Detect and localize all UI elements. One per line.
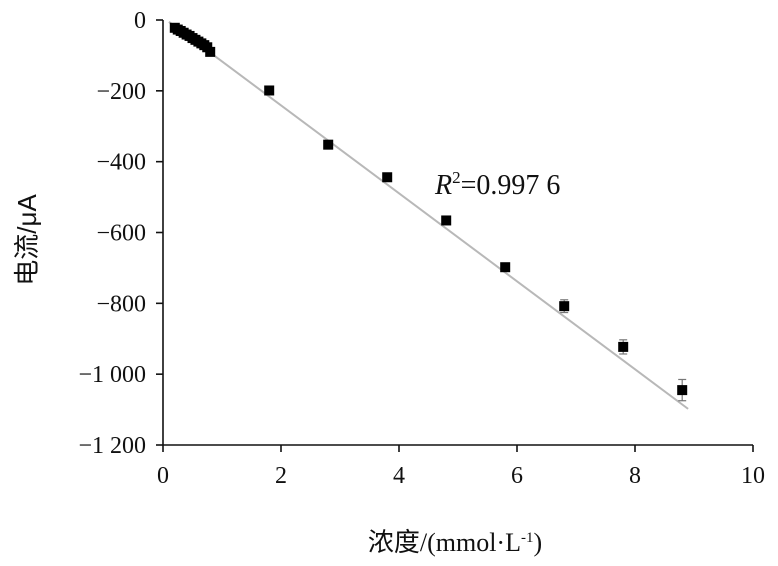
x-tick-label: 0 xyxy=(157,463,169,489)
x-tick-label: 4 xyxy=(393,463,405,489)
data-point xyxy=(264,85,275,96)
x-axis-label: 浓度/(mmol·L-1) xyxy=(368,528,542,557)
y-tick-label: −1 000 xyxy=(78,362,146,388)
y-tick-label: −400 xyxy=(96,150,146,176)
x-axis-label-end: ) xyxy=(533,528,542,557)
trendline xyxy=(168,20,689,410)
y-tick-label: −800 xyxy=(96,291,146,317)
tick-labels: 0 2 4 6 8 10 0 −200 −400 −600 −800 −1 000 −1 200 xyxy=(78,8,765,489)
data-point xyxy=(500,262,511,273)
axes xyxy=(156,19,754,452)
data-point xyxy=(618,341,629,352)
y-tick-label: −200 xyxy=(96,79,146,105)
data-point xyxy=(559,301,570,312)
r-squared-value: =0.997 6 xyxy=(461,170,561,201)
y-axis-label: 电流/μA xyxy=(12,194,42,286)
x-tick-label: 6 xyxy=(511,463,523,489)
y-tick-label: −600 xyxy=(96,221,146,247)
x-tick-label: 10 xyxy=(741,463,765,489)
data-point xyxy=(382,172,393,183)
y-tick-label: 0 xyxy=(134,8,146,34)
r-squared-sup: 2 xyxy=(452,168,461,187)
data-point xyxy=(205,46,216,57)
r-squared-symbol: R xyxy=(434,170,452,201)
x-axis-label-main: 浓度/(mmol·L xyxy=(368,528,521,557)
data-point xyxy=(677,385,688,396)
y-tick-label: −1 200 xyxy=(78,433,146,459)
r-squared-annotation: R2=0.997 6 xyxy=(434,168,560,201)
data-point xyxy=(441,215,452,226)
trendline-layer xyxy=(168,20,689,410)
data-points xyxy=(169,22,688,402)
data-point xyxy=(323,139,334,150)
x-tick-label: 8 xyxy=(629,463,641,489)
x-axis-label-sup: -1 xyxy=(521,530,534,546)
x-tick-label: 2 xyxy=(275,463,287,489)
